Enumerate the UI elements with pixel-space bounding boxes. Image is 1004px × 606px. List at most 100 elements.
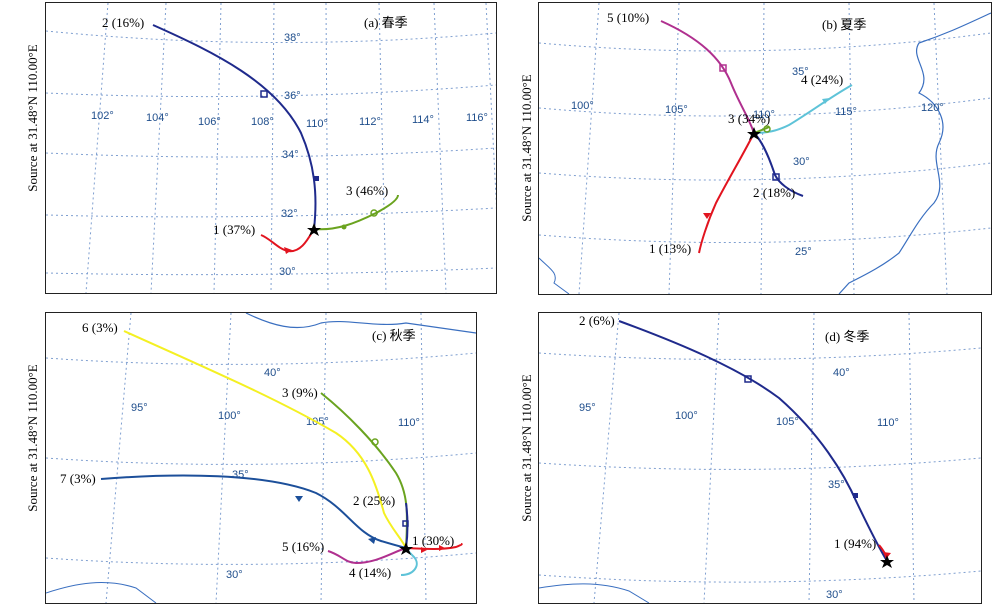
trajectory-label: 1 (94%)	[834, 536, 876, 551]
lon-label: 120°	[921, 102, 944, 114]
lat-label: 30°	[793, 156, 810, 168]
lon-label: 105°	[776, 416, 799, 428]
trajectory-label: 2 (25%)	[353, 493, 395, 508]
coastline	[539, 257, 570, 294]
trajectory-label: 4 (24%)	[801, 72, 843, 87]
lat-label: 30°	[226, 569, 243, 581]
panel-title: (c) 秋季	[372, 328, 416, 343]
trajectory-marker	[763, 125, 771, 133]
trajectory-label: 6 (3%)	[82, 320, 118, 335]
lat-label: 32°	[281, 208, 298, 220]
lon-label: 115°	[835, 106, 857, 118]
lon-label: 100°	[571, 100, 594, 112]
coastline	[838, 12, 991, 294]
source-star	[307, 223, 321, 236]
panel-title: (d) 冬季	[825, 329, 869, 344]
trajectory-5-magenta	[660, 20, 755, 134]
trajectory-marker	[772, 173, 780, 181]
grid-a	[46, 3, 496, 293]
grid-b	[539, 3, 991, 294]
trajectory-label: 1 (37%)	[213, 222, 255, 237]
source-label-c: Source at 31.48°N 110.00°E	[25, 364, 40, 512]
lat-label: 40°	[833, 367, 850, 379]
panel-b-summer: 100° 105° 110° 115° 120° 35° 30° 25° 5 (…	[538, 2, 992, 295]
grid-d	[539, 313, 981, 603]
map-b: 100° 105° 110° 115° 120° 35° 30° 25° 5 (…	[539, 3, 991, 294]
source-label-a: Source at 31.48°N 110.00°E	[25, 44, 40, 192]
trajectory-label: 2 (16%)	[102, 15, 144, 30]
trajectory-2-navy	[618, 320, 888, 562]
lat-label: 38°	[284, 32, 301, 44]
trajectory-1-red	[698, 132, 755, 254]
lon-label: 108°	[251, 116, 274, 128]
trajectory-marker	[370, 209, 378, 217]
trajectory-marker	[368, 537, 376, 544]
trajectory-marker	[439, 545, 445, 551]
lon-label: 110°	[306, 118, 328, 130]
panel-title: (a) 春季	[364, 15, 408, 30]
trajectory-label: 3 (9%)	[282, 385, 318, 400]
lon-label: 102°	[91, 110, 114, 122]
trajectory-marker	[371, 438, 379, 446]
lon-label: 112°	[359, 116, 381, 128]
trajectory-2-navy	[753, 132, 804, 197]
lon-label: 106°	[198, 116, 221, 128]
lat-label: 25°	[795, 246, 812, 258]
source-label-d: Source at 31.48°N 110.00°E	[519, 374, 534, 522]
lon-label: 95°	[579, 402, 596, 414]
panel-c-autumn: 95° 100° 105° 110° 40° 35° 30° 6 (3%) 3 …	[45, 312, 477, 604]
trajectory-label: 5 (10%)	[607, 10, 649, 25]
trajectory-label: 2 (6%)	[579, 313, 615, 328]
trajectory-label: 4 (14%)	[349, 565, 391, 580]
lon-label: 95°	[131, 402, 148, 414]
lon-label: 110°	[877, 417, 899, 429]
trajectory-label: 7 (3%)	[60, 471, 96, 486]
trajectory-marker	[703, 213, 711, 219]
panel-title: (b) 夏季	[822, 17, 866, 32]
panel-a-spring: 102° 104° 106° 108° 110° 112° 114° 116° …	[45, 2, 497, 294]
trajectory-marker	[822, 98, 830, 104]
trajectory-3-green	[320, 392, 408, 549]
trajectory-label: 1 (13%)	[649, 241, 691, 256]
lat-label: 35°	[828, 479, 845, 491]
lon-label: 100°	[218, 410, 241, 422]
trajectory-label: 5 (16%)	[282, 539, 324, 554]
trajectory-label: 3 (46%)	[346, 183, 388, 198]
source-star	[880, 555, 894, 568]
trajectory-marker	[719, 64, 727, 72]
lat-label: 34°	[282, 149, 299, 161]
map-d: 95° 100° 105° 110° 40° 35° 30° 2 (6%) 1 …	[539, 313, 981, 603]
lon-label: 105°	[665, 104, 688, 116]
lon-label: 100°	[675, 410, 698, 422]
source-star	[399, 542, 413, 555]
lat-label: 40°	[264, 367, 281, 379]
trajectory-marker	[314, 176, 319, 181]
panel-d-winter: 95° 100° 105° 110° 40° 35° 30° 2 (6%) 1 …	[538, 312, 982, 604]
map-a: 102° 104° 106° 108° 110° 112° 114° 116° …	[46, 3, 496, 293]
trajectory-marker	[744, 375, 752, 383]
lon-label: 114°	[412, 114, 434, 126]
trajectory-marker	[421, 547, 427, 553]
coastline	[245, 313, 476, 334]
lon-label: 110°	[753, 109, 775, 121]
trajectory-2-navy	[152, 24, 317, 230]
trajectory-marker	[295, 496, 303, 502]
map-c: 95° 100° 105° 110° 40° 35° 30° 6 (3%) 3 …	[46, 313, 476, 603]
trajectory-label: 3 (34%)	[728, 111, 770, 126]
lat-label: 30°	[826, 589, 843, 601]
coastline	[539, 583, 650, 603]
trajectory-marker	[341, 224, 347, 230]
grid-c	[46, 313, 476, 603]
trajectory-marker	[402, 520, 409, 527]
trajectory-1-red	[260, 228, 315, 253]
lon-label: 110°	[398, 417, 420, 429]
coastline	[46, 582, 157, 603]
trajectory-5-magenta	[327, 547, 407, 565]
trajectory-marker	[260, 90, 268, 98]
trajectory-3-green	[313, 194, 399, 231]
lon-label: 104°	[146, 112, 169, 124]
lat-label: 36°	[284, 90, 301, 102]
lat-label: 35°	[792, 66, 809, 78]
source-star	[747, 127, 761, 140]
trajectory-7-blue	[100, 474, 407, 549]
